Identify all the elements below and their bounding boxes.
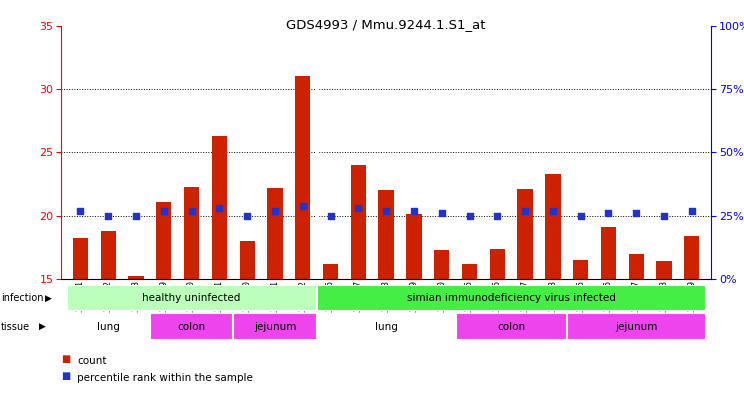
Text: tissue: tissue <box>1 321 30 332</box>
Point <box>324 213 336 219</box>
Bar <box>317 313 455 340</box>
Point <box>353 205 365 211</box>
Bar <box>379 190 394 279</box>
Bar <box>317 285 706 311</box>
Text: ■: ■ <box>61 371 70 381</box>
Bar <box>455 313 567 340</box>
Bar <box>573 260 589 279</box>
Bar <box>490 249 505 279</box>
Bar <box>156 202 171 279</box>
Point <box>214 205 225 211</box>
Point <box>658 213 670 219</box>
Bar <box>73 239 88 279</box>
Text: ▶: ▶ <box>39 322 46 331</box>
Point <box>380 208 392 214</box>
Bar <box>100 231 116 279</box>
Text: colon: colon <box>178 321 205 332</box>
Point <box>686 208 698 214</box>
Point <box>241 213 253 219</box>
Bar <box>406 215 422 279</box>
Point <box>297 202 309 209</box>
Bar <box>234 313 317 340</box>
Bar <box>517 189 533 279</box>
Bar <box>434 250 449 279</box>
Bar <box>323 264 339 279</box>
Bar <box>462 264 477 279</box>
Bar <box>212 136 227 279</box>
Bar <box>66 285 317 311</box>
Point <box>74 208 86 214</box>
Text: percentile rank within the sample: percentile rank within the sample <box>77 373 253 383</box>
Point <box>519 208 531 214</box>
Point <box>130 213 142 219</box>
Point <box>269 208 281 214</box>
Bar <box>267 188 283 279</box>
Text: ■: ■ <box>61 354 70 364</box>
Text: jejunum: jejunum <box>254 321 296 332</box>
Text: infection: infection <box>1 293 43 303</box>
Point <box>158 208 170 214</box>
Point <box>491 213 503 219</box>
Text: ▶: ▶ <box>45 294 51 302</box>
Bar <box>184 187 199 279</box>
Bar <box>150 313 234 340</box>
Point <box>630 210 642 216</box>
Text: GDS4993 / Mmu.9244.1.S1_at: GDS4993 / Mmu.9244.1.S1_at <box>286 18 486 31</box>
Bar <box>545 174 560 279</box>
Text: simian immunodeficiency virus infected: simian immunodeficiency virus infected <box>407 293 615 303</box>
Point <box>547 208 559 214</box>
Bar <box>567 313 706 340</box>
Bar <box>601 227 616 279</box>
Bar <box>240 241 255 279</box>
Point <box>186 208 198 214</box>
Bar <box>629 254 644 279</box>
Bar <box>350 165 366 279</box>
Point <box>574 213 586 219</box>
Text: colon: colon <box>497 321 525 332</box>
Text: lung: lung <box>375 321 397 332</box>
Text: jejunum: jejunum <box>615 321 658 332</box>
Bar <box>656 261 672 279</box>
Point <box>603 210 615 216</box>
Point <box>436 210 448 216</box>
Text: healthy uninfected: healthy uninfected <box>142 293 241 303</box>
Bar <box>129 277 144 279</box>
Bar <box>66 313 150 340</box>
Point <box>408 208 420 214</box>
Bar <box>295 76 310 279</box>
Bar <box>684 236 699 279</box>
Point <box>102 213 114 219</box>
Text: count: count <box>77 356 107 365</box>
Text: lung: lung <box>97 321 120 332</box>
Point <box>464 213 475 219</box>
